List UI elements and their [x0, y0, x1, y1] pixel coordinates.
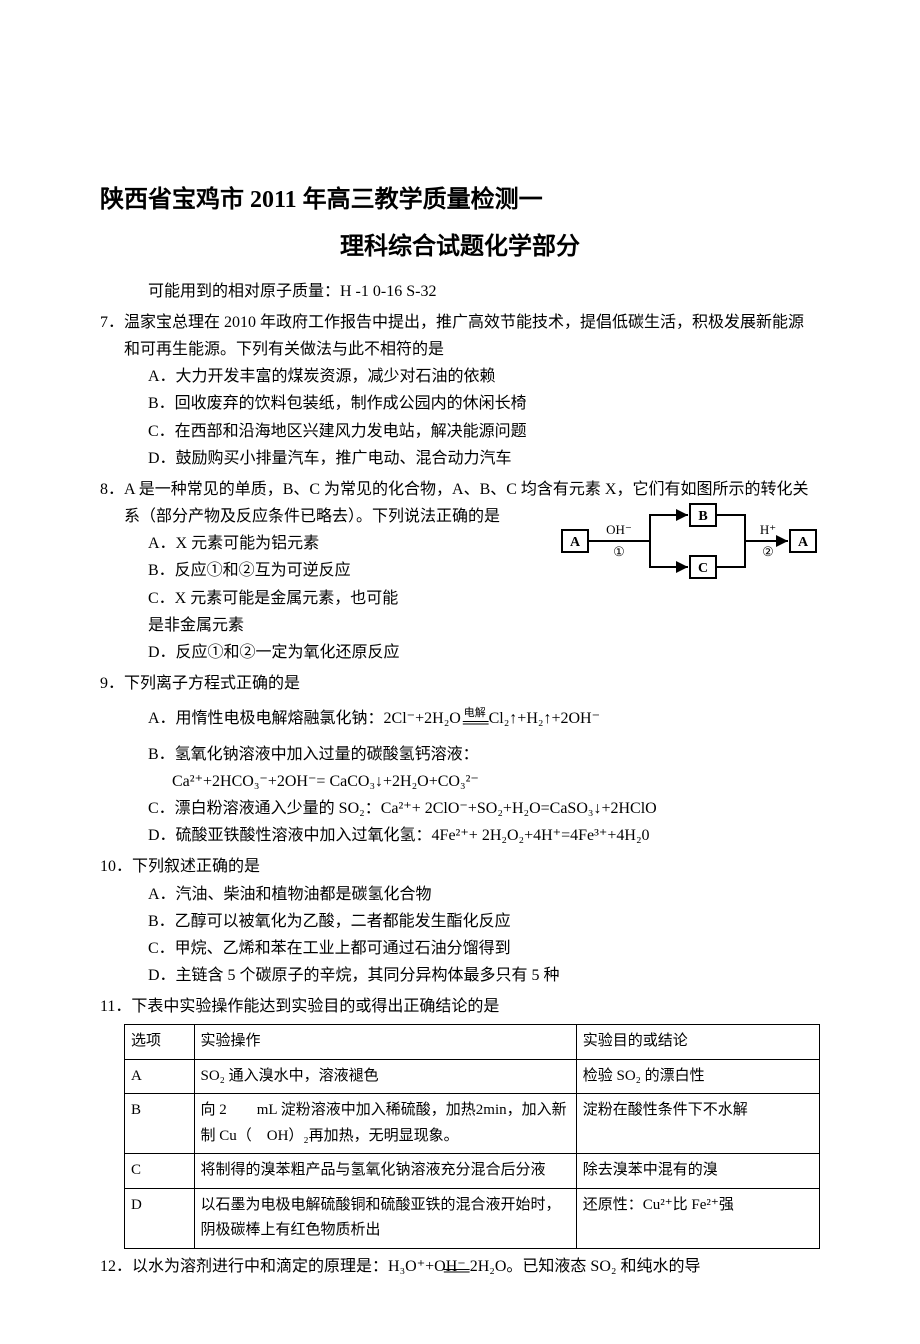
dg-A: A	[570, 535, 581, 550]
q12-stem-post: 2H₂O。已知液态 SO₂ 和纯水的导	[470, 1258, 701, 1275]
dg-B: B	[698, 509, 707, 524]
q11-table: 选项 实验操作 实验目的或结论 A SO₂ 通入溴水中，溶液褪色 检验 SO₂ …	[124, 1024, 820, 1249]
question-8: 8．A 是一种常见的单质，B、C 为常见的化合物，A、B、C 均含有元素 X，它…	[100, 476, 820, 666]
table-row: A SO₂ 通入溴水中，溶液褪色 检验 SO₂ 的漂白性	[125, 1059, 820, 1094]
q7-opt-d: D．鼓励购买小排量汽车，推广电动、混合动力汽车	[100, 445, 820, 472]
question-12: 12．以水为溶剂进行中和滴定的原理是：H₃O⁺+OH⁻ ═══2H₂O。已知液态…	[100, 1253, 820, 1280]
dg-H: H⁺	[760, 522, 776, 537]
q7-opt-c: C．在西部和沿海地区兴建风力发电站，解决能源问题	[100, 418, 820, 445]
dg-n2: ②	[762, 544, 774, 559]
title-line-2: 理科综合试题化学部分	[100, 227, 820, 268]
question-7: 7．温家宝总理在 2010 年政府工作报告中提出，推广高效节能技术，提倡低碳生活…	[100, 309, 820, 472]
q10-stem: 下列叙述正确的是	[132, 858, 260, 875]
q8-opt-d: D．反应①和②一定为氧化还原反应	[100, 639, 820, 666]
dg-n1: ①	[613, 544, 625, 559]
q7-stem: 温家宝总理在 2010 年政府工作报告中提出，推广高效节能技术，提倡低碳生活，积…	[124, 314, 804, 358]
title-line-1: 陕西省宝鸡市 2011 年高三教学质量检测一	[100, 180, 820, 221]
q10-num: 10．	[100, 858, 132, 875]
q9-opt-b2: Ca²⁺+2HCO₃⁻+2OH⁻= CaCO₃↓+2H₂O+CO₃²⁻	[100, 768, 820, 795]
q11-stem: 下表中实验操作能达到实验目的或得出正确结论的是	[131, 998, 499, 1015]
question-11: 11．下表中实验操作能达到实验目的或得出正确结论的是 选项 实验操作 实验目的或…	[100, 993, 820, 1249]
q12-num: 12．	[100, 1258, 132, 1275]
atomic-mass-note: 可能用到的相对原子质量：H -1 0-16 S-32	[100, 278, 820, 305]
table-row: D 以石墨为电极电解硫酸铜和硫酸亚铁的混合液开始时，阴极碳棒上有红色物质析出 还…	[125, 1188, 820, 1248]
table-row: B 向 2 mL 淀粉溶液中加入稀硫酸，加热2min，加入新制 Cu（ OH）₂…	[125, 1094, 820, 1154]
question-9: 9．下列离子方程式正确的是 A．用惰性电极电解熔融氯化钠：2Cl⁻+2H₂O电解…	[100, 670, 820, 849]
q11-num: 11．	[100, 998, 131, 1015]
q9-num: 9．	[100, 675, 124, 692]
q10-opt-d: D．主链含 5 个碳原子的辛烷，其同分异构体最多只有 5 种	[100, 962, 820, 989]
q10-opt-a: A．汽油、柴油和植物油都是碳氢化合物	[100, 881, 820, 908]
dg-Ar: A	[798, 535, 809, 550]
q10-opt-b: B．乙醇可以被氧化为乙酸，二者都能发生酯化反应	[100, 908, 820, 935]
q10-opt-c: C．甲烷、乙烯和苯在工业上都可通过石油分馏得到	[100, 935, 820, 962]
dg-OH: OH⁻	[606, 522, 632, 537]
q9-opt-a: A．用惰性电极电解熔融氯化钠：2Cl⁻+2H₂O电解═══Cl₂↑+H₂↑+2O…	[100, 705, 820, 732]
th-conclusion: 实验目的或结论	[576, 1025, 819, 1060]
table-row: C 将制得的溴苯粗产品与氢氧化钠溶液充分混合后分液 除去溴苯中混有的溴	[125, 1154, 820, 1189]
q12-stem-pre: 以水为溶剂进行中和滴定的原理是：H₃O⁺+OH⁻	[132, 1258, 466, 1275]
q9-opt-d: D．硫酸亚铁酸性溶液中加入过氧化氢：4Fe²⁺+ 2H₂O₂+4H⁺=4Fe³⁺…	[100, 822, 820, 849]
q8-opt-c2: 是非金属元素	[100, 612, 820, 639]
q8-diagram: A OH⁻ ① B C H⁺ ② A	[560, 500, 820, 580]
q9-opt-c: C．漂白粉溶液通入少量的 SO₂：Ca²⁺+ 2ClO⁻+SO₂+H₂O=CaS…	[100, 795, 820, 822]
q8-num: 8．	[100, 481, 124, 498]
q9-opt-b1: B．氢氧化钠溶液中加入过量的碳酸氢钙溶液：	[100, 741, 820, 768]
th-option: 选项	[125, 1025, 195, 1060]
dg-C: C	[698, 561, 708, 576]
q7-opt-a: A．大力开发丰富的煤炭资源，减少对石油的依赖	[100, 363, 820, 390]
th-operation: 实验操作	[194, 1025, 576, 1060]
q7-opt-b: B．回收废弃的饮料包装纸，制作成公园内的休闲长椅	[100, 390, 820, 417]
q9-stem: 下列离子方程式正确的是	[124, 675, 300, 692]
q8-opt-c1: C．X 元素可能是金属元素，也可能	[100, 585, 820, 612]
question-10: 10．下列叙述正确的是 A．汽油、柴油和植物油都是碳氢化合物 B．乙醇可以被氧化…	[100, 853, 820, 989]
q7-num: 7．	[100, 314, 124, 331]
